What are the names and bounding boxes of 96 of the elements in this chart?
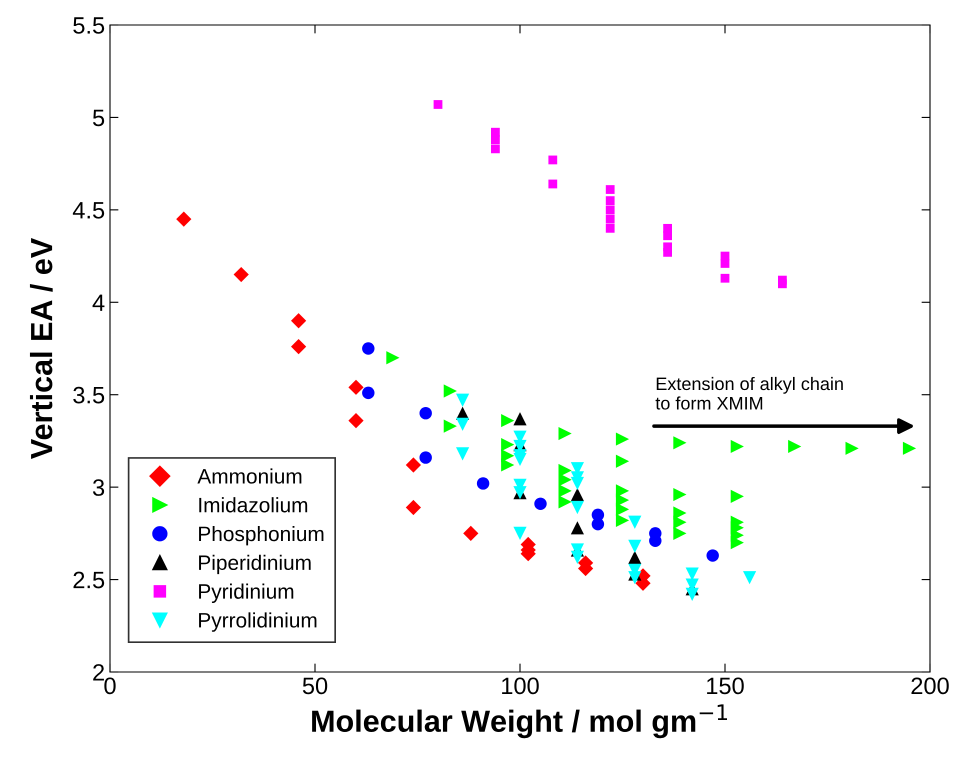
y-axis-title: Vertical EA / eV bbox=[30, 238, 53, 459]
point bbox=[720, 274, 730, 283]
point bbox=[616, 432, 630, 446]
point bbox=[558, 473, 572, 486]
x-tick-label: 200 bbox=[911, 677, 949, 694]
legend-label: Phosphonium bbox=[199, 526, 324, 546]
point bbox=[534, 498, 547, 510]
point bbox=[548, 180, 558, 188]
point bbox=[720, 259, 730, 268]
point bbox=[558, 495, 572, 509]
point bbox=[606, 185, 615, 194]
y-tick-label: 3.5 bbox=[73, 386, 104, 404]
y-tick-label: 4.5 bbox=[72, 202, 104, 219]
legend-label: Pyridinium bbox=[199, 584, 294, 603]
point bbox=[362, 342, 375, 355]
point bbox=[730, 536, 744, 550]
point bbox=[558, 426, 572, 440]
point bbox=[234, 266, 249, 282]
y-tick-label: 3 bbox=[92, 479, 104, 496]
point bbox=[501, 414, 514, 428]
point bbox=[846, 442, 859, 455]
point bbox=[406, 500, 422, 516]
point bbox=[616, 514, 630, 528]
point bbox=[513, 412, 527, 426]
point bbox=[706, 549, 719, 562]
point bbox=[348, 412, 364, 428]
point bbox=[730, 440, 744, 454]
point bbox=[176, 211, 192, 227]
point bbox=[434, 100, 442, 109]
point bbox=[456, 447, 470, 460]
point bbox=[606, 224, 615, 233]
point bbox=[348, 380, 364, 395]
point bbox=[476, 477, 490, 490]
legend-label: Pyrrolidinium bbox=[199, 612, 316, 632]
point bbox=[570, 521, 584, 534]
point bbox=[628, 516, 642, 529]
point bbox=[406, 457, 422, 473]
y-tick-label: 4 bbox=[92, 294, 104, 311]
point bbox=[558, 484, 572, 498]
x-tick-label: 0 bbox=[104, 677, 116, 694]
point bbox=[616, 454, 630, 468]
y-tick-label: 2 bbox=[93, 664, 104, 681]
x-tick-label: 150 bbox=[707, 677, 744, 694]
point bbox=[628, 571, 642, 584]
point bbox=[663, 231, 672, 240]
point bbox=[628, 540, 642, 553]
point bbox=[673, 488, 686, 502]
x-tick-label: 50 bbox=[302, 677, 328, 694]
legend-label: Piperidinium bbox=[199, 554, 311, 574]
point bbox=[570, 550, 584, 564]
point bbox=[444, 420, 457, 433]
annotation: Extension of alkyl chain to form XMIM bbox=[656, 376, 843, 410]
y-tick-label: 5 bbox=[92, 110, 104, 126]
point bbox=[743, 571, 756, 584]
point bbox=[513, 526, 527, 540]
point bbox=[444, 384, 457, 398]
legend-label: Imidazolium bbox=[199, 497, 308, 512]
point bbox=[290, 313, 306, 328]
point bbox=[419, 451, 432, 464]
point bbox=[362, 386, 375, 400]
point bbox=[501, 449, 514, 462]
point bbox=[456, 394, 470, 407]
y-tick-label: 2.5 bbox=[74, 572, 104, 588]
point bbox=[491, 135, 500, 144]
point bbox=[616, 484, 630, 498]
point bbox=[686, 588, 699, 601]
point bbox=[606, 214, 615, 224]
point bbox=[419, 406, 432, 420]
point bbox=[902, 442, 916, 455]
point bbox=[788, 440, 802, 454]
point bbox=[730, 490, 744, 503]
legend-label: Ammonium bbox=[197, 468, 302, 484]
point bbox=[501, 438, 514, 452]
point bbox=[290, 339, 306, 354]
point bbox=[673, 436, 686, 450]
point bbox=[570, 476, 584, 490]
point bbox=[673, 516, 686, 529]
point bbox=[606, 205, 615, 214]
point bbox=[663, 248, 672, 257]
point bbox=[513, 452, 527, 466]
point bbox=[386, 351, 400, 364]
point bbox=[463, 526, 478, 541]
point bbox=[570, 500, 584, 514]
x-axis-title: Molecular Weight / mol gm$^{−1}$ bbox=[312, 704, 727, 738]
point bbox=[606, 196, 615, 206]
point bbox=[673, 526, 686, 540]
y-tick-label: 5.5 bbox=[73, 17, 104, 34]
point bbox=[501, 458, 514, 472]
point bbox=[548, 156, 558, 164]
point bbox=[456, 418, 470, 431]
x-tick-label: 100 bbox=[502, 677, 539, 694]
point bbox=[491, 144, 500, 154]
point bbox=[778, 279, 787, 288]
point bbox=[570, 488, 584, 502]
point bbox=[616, 502, 630, 516]
point bbox=[628, 550, 642, 564]
